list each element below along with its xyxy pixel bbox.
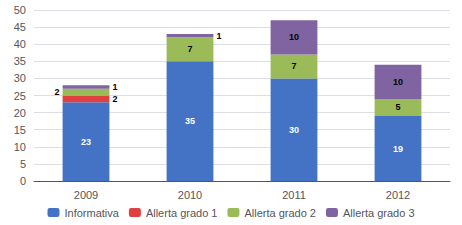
svg-text:19: 19 — [393, 144, 403, 154]
svg-text:2012: 2012 — [386, 189, 410, 201]
svg-text:Allerta grado 3: Allerta grado 3 — [343, 207, 415, 219]
svg-text:23: 23 — [81, 137, 91, 147]
svg-text:30: 30 — [14, 72, 26, 84]
svg-text:Allerta grado 1: Allerta grado 1 — [146, 207, 218, 219]
svg-text:2: 2 — [112, 94, 117, 104]
svg-text:50: 50 — [14, 4, 26, 16]
svg-text:15: 15 — [14, 124, 26, 136]
svg-text:20: 20 — [14, 107, 26, 119]
svg-text:2010: 2010 — [178, 189, 202, 201]
svg-text:1: 1 — [112, 82, 117, 92]
svg-text:35: 35 — [14, 55, 26, 67]
svg-text:10: 10 — [14, 141, 26, 153]
svg-text:45: 45 — [14, 21, 26, 33]
svg-text:7: 7 — [187, 44, 192, 54]
svg-text:30: 30 — [289, 125, 299, 135]
svg-text:1: 1 — [216, 31, 221, 41]
svg-text:35: 35 — [185, 116, 195, 126]
svg-text:Allerta grado 2: Allerta grado 2 — [244, 207, 316, 219]
svg-text:7: 7 — [291, 61, 296, 71]
svg-text:2009: 2009 — [74, 189, 98, 201]
svg-text:25: 25 — [14, 90, 26, 102]
svg-text:40: 40 — [14, 38, 26, 50]
svg-text:2011: 2011 — [282, 189, 306, 201]
svg-text:Informativa: Informativa — [64, 207, 119, 219]
svg-text:10: 10 — [289, 32, 299, 42]
svg-text:5: 5 — [395, 102, 400, 112]
svg-text:10: 10 — [393, 77, 403, 87]
svg-text:2: 2 — [55, 87, 60, 97]
svg-text:0: 0 — [20, 175, 26, 187]
svg-text:5: 5 — [20, 158, 26, 170]
